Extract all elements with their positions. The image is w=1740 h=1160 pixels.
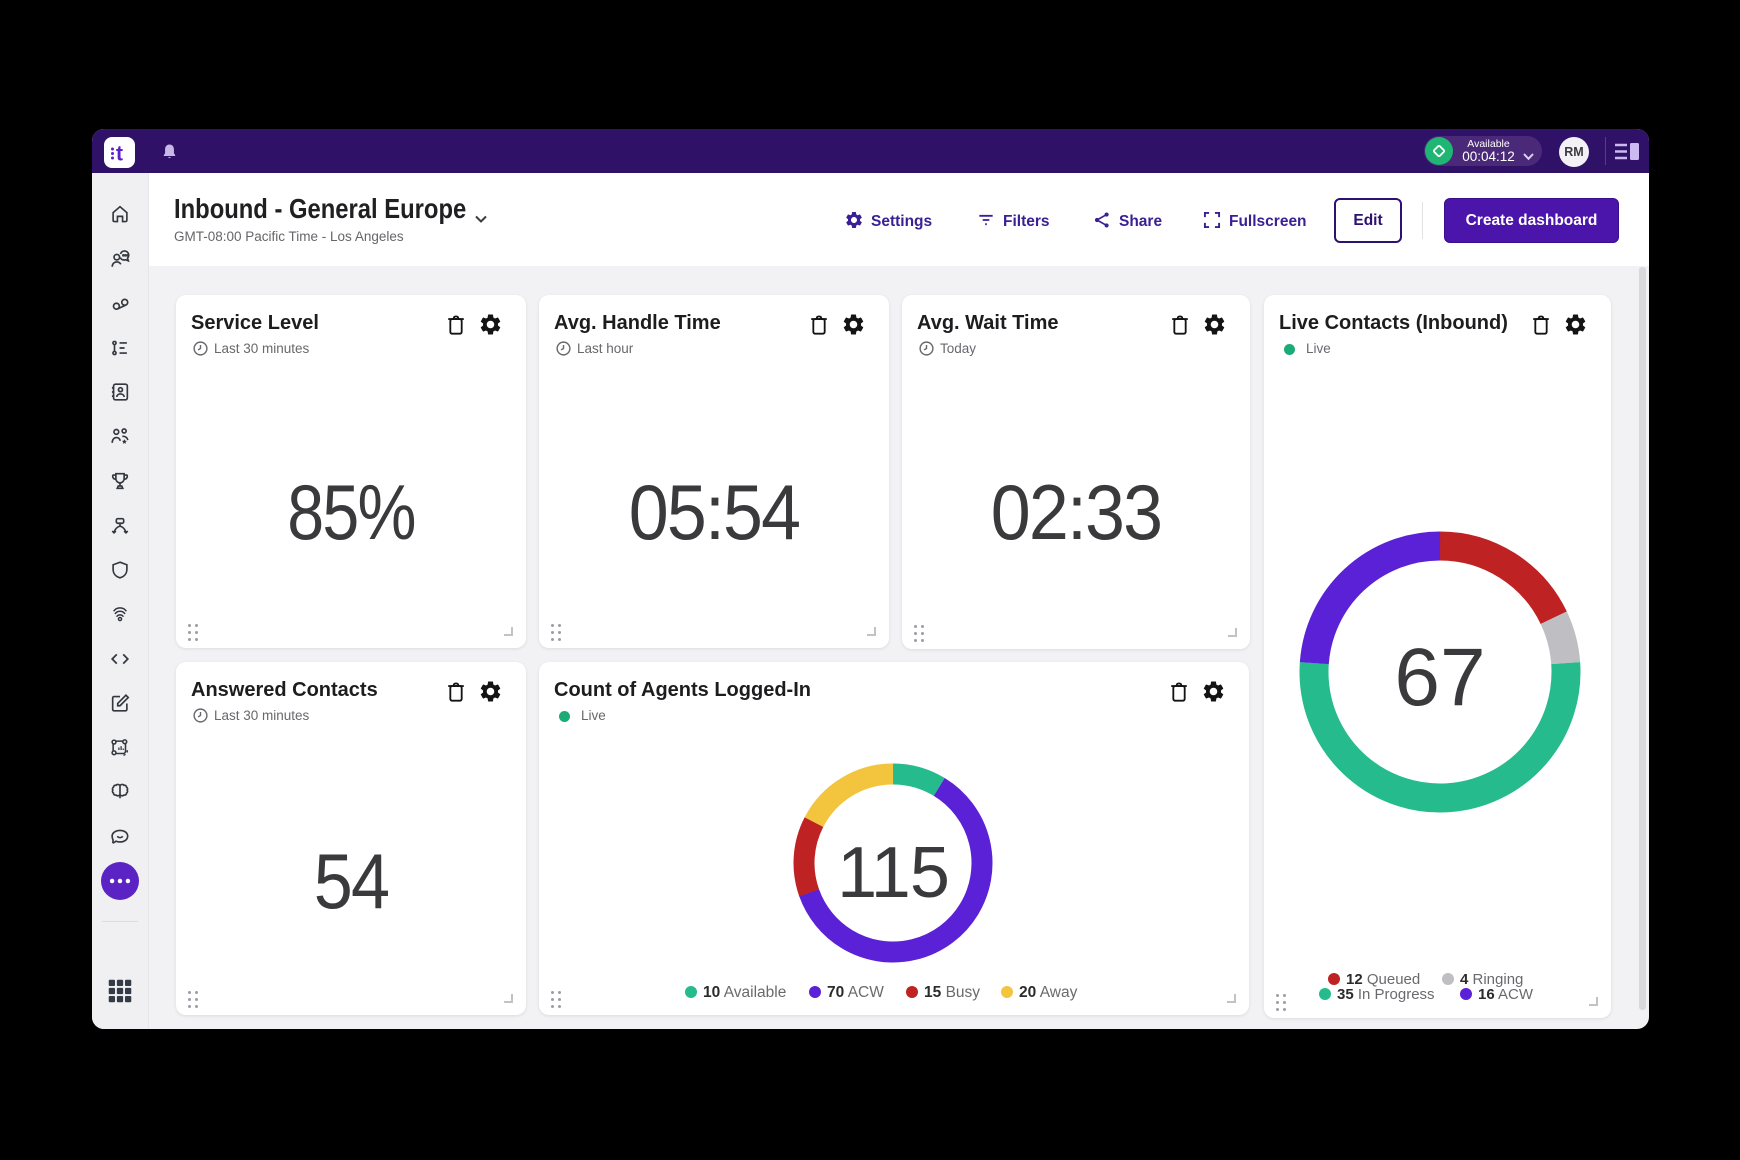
svg-text:t: t: [116, 143, 123, 166]
